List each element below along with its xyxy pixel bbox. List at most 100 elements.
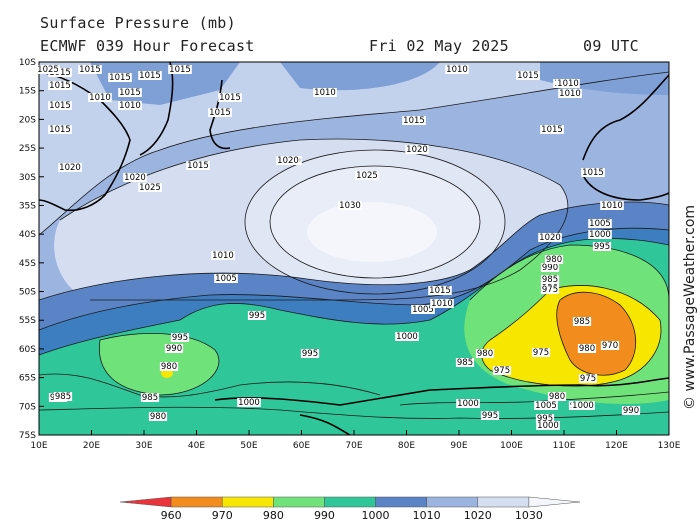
isobar-label: 1015 bbox=[209, 108, 231, 118]
isobar-label-bg bbox=[405, 145, 429, 154]
lat-tick-label: 15S bbox=[19, 87, 36, 97]
lat-tick-label: 75S bbox=[19, 431, 36, 441]
legend-swatch bbox=[477, 496, 530, 508]
isobar-label-bg bbox=[540, 125, 564, 134]
isobar-label-bg bbox=[445, 65, 469, 74]
isobar-label-bg bbox=[428, 286, 452, 295]
isobar-label: 1000 bbox=[238, 398, 260, 408]
lon-tick-label: 90E bbox=[450, 441, 467, 451]
isobar-label: 975 bbox=[580, 374, 596, 384]
band-1010-n bbox=[280, 62, 440, 91]
isobar-label: 1015 bbox=[119, 88, 141, 98]
isobar-label-bg bbox=[123, 173, 147, 182]
isobar-label-bg bbox=[148, 412, 168, 421]
isobar-label: 985 bbox=[542, 275, 558, 285]
legend-tick-label: 1000 bbox=[362, 509, 390, 522]
isobar-label-bg bbox=[48, 81, 72, 90]
isobar-label-bg bbox=[237, 398, 261, 407]
isobar-label-bg bbox=[571, 401, 595, 410]
band-995-south bbox=[39, 374, 380, 435]
forecast-model: ECMWF 039 Hour Forecast bbox=[40, 37, 255, 55]
legend-tick-label: 1030 bbox=[515, 509, 543, 522]
legend-swatch bbox=[170, 496, 223, 508]
isobar-label-bg bbox=[338, 201, 362, 210]
isobar-label: 995 bbox=[482, 411, 498, 421]
isobar-label: 980 bbox=[477, 349, 493, 359]
isobar-label: 1020 bbox=[539, 233, 561, 243]
isobar-label: 1025 bbox=[37, 65, 59, 75]
isobar-label-bg bbox=[536, 421, 560, 430]
lat-tick-label: 25S bbox=[19, 144, 36, 154]
isobar-label-bg bbox=[600, 201, 624, 210]
isobar-label-bg bbox=[300, 349, 320, 358]
isobar-label: 1015 bbox=[517, 71, 539, 81]
isobar-label: 1015 bbox=[403, 116, 425, 126]
isobar-label-bg bbox=[592, 242, 612, 251]
lat-tick-label: 20S bbox=[19, 115, 36, 125]
lat-tick-label: 35S bbox=[19, 201, 36, 211]
isobar-label: 980 bbox=[150, 412, 166, 422]
isobar-label: 995 bbox=[537, 414, 553, 424]
isobar-label: 1005 bbox=[412, 305, 434, 315]
isobar-label-bg bbox=[411, 305, 435, 314]
lon-tick-label: 80E bbox=[398, 441, 415, 451]
isobar-label: 980 bbox=[549, 392, 565, 402]
isobar-label-bg bbox=[540, 263, 560, 272]
lat-tick-label: 10S bbox=[19, 58, 36, 68]
lat-tick-label: 55S bbox=[19, 316, 36, 326]
isobar-label: 1005 bbox=[535, 401, 557, 411]
isobar-label: 995 bbox=[302, 349, 318, 359]
credit-text: © www.PassageWeather.com bbox=[682, 205, 698, 410]
isobar-label: 1010 bbox=[559, 89, 581, 99]
isobar-label: 1015 bbox=[139, 71, 161, 81]
isobar-label-bg bbox=[118, 88, 142, 97]
lon-tick-label: 100E bbox=[500, 441, 523, 451]
isobar-label-bg bbox=[456, 399, 480, 408]
lat-tick-label: 50S bbox=[19, 288, 36, 298]
isobar-label-bg bbox=[475, 349, 495, 358]
isobar-label: 990 bbox=[166, 344, 182, 354]
isobar-label-bg bbox=[48, 101, 72, 110]
isobar-label: 1015 bbox=[49, 125, 71, 135]
isobar-label-bg bbox=[168, 65, 192, 74]
isobar-label: 980 bbox=[161, 362, 177, 372]
isobar-label: 1010 bbox=[431, 299, 453, 309]
lon-tick-label: 110E bbox=[553, 441, 576, 451]
isobar-label-bg bbox=[159, 362, 179, 371]
isobar-label-bg bbox=[540, 275, 560, 284]
isobar-label: 1005 bbox=[215, 274, 237, 284]
lon-tick-label: 30E bbox=[135, 441, 152, 451]
isobar-label: 985 bbox=[142, 393, 158, 403]
isobar-label-bg bbox=[588, 230, 612, 239]
isobar-label: 1010 bbox=[119, 101, 141, 111]
isobar-label-bg bbox=[540, 285, 560, 294]
isobar-label-bg bbox=[313, 88, 337, 97]
isobar-label: 1000 bbox=[572, 401, 594, 411]
isobar-label: 1015 bbox=[49, 81, 71, 91]
isobar-label-bg bbox=[577, 344, 597, 353]
lat-tick-label: 40S bbox=[19, 230, 36, 240]
isobar-label: 995 bbox=[594, 242, 610, 252]
isobar-label-bg bbox=[138, 71, 162, 80]
isobar-label: 980 bbox=[579, 344, 595, 354]
legend-tick-label: 990 bbox=[314, 509, 335, 522]
isobar-label-bg bbox=[621, 406, 641, 415]
isobar-label-bg bbox=[492, 366, 512, 375]
isobar-label-bg bbox=[581, 168, 605, 177]
isobar-label: 990 bbox=[623, 406, 639, 416]
isobar-label-bg bbox=[531, 348, 551, 357]
isobar-label-bg bbox=[558, 89, 582, 98]
lon-tick-label: 10E bbox=[30, 441, 47, 451]
isobar-label-bg bbox=[211, 251, 235, 260]
legend-tick-label: 960 bbox=[161, 509, 182, 522]
isobar-label: 975 bbox=[533, 348, 549, 358]
isobar-labels: 1015 1015 1015 1015 1015 1015 1015 1010 1010 1010… bbox=[36, 65, 641, 431]
forecast-date: Fri 02 May 2025 bbox=[369, 37, 509, 55]
isobar-label: 1000 bbox=[589, 230, 611, 240]
isobar-label: 970 bbox=[602, 341, 618, 351]
isobar-label-bg bbox=[355, 171, 379, 180]
lat-tick-label: 70S bbox=[19, 402, 36, 412]
pressure-legend: 960 970 980 990 1000 1010 1020 1030 bbox=[119, 496, 581, 522]
lat-tick-label: 45S bbox=[19, 259, 36, 269]
isobar-label-bg bbox=[186, 161, 210, 170]
